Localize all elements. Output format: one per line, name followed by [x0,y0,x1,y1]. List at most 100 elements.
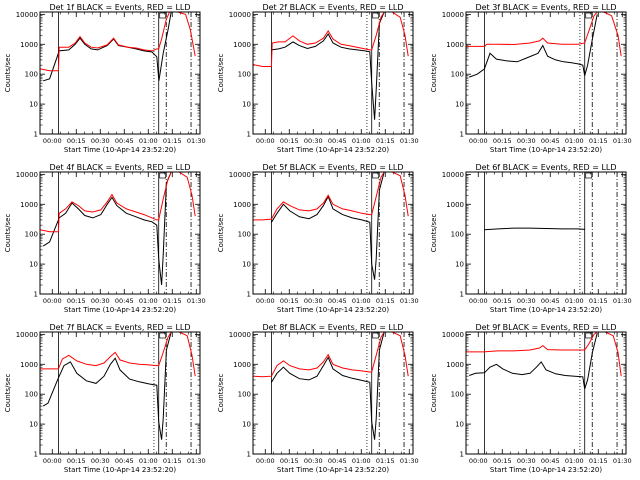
saa-marker-box [159,172,167,179]
x-tick-label: 01:15 [589,297,608,305]
x-tick-label: 00:45 [328,297,347,305]
y-axis-label: Counts/sec [217,214,225,253]
y-tick-label: 100 [238,391,251,399]
x-tick-label: 00:30 [304,297,323,305]
y-tick-label: 1 [34,451,38,459]
x-tick-label: 00:15 [493,137,512,145]
x-axis-label: Start Time (10-Apr-14 23:52:20) [490,306,602,314]
y-tick-label: 10 [29,421,38,429]
events-line [469,332,598,390]
panel-title: Det 2f BLACK = Events, RED = LLD [262,3,403,12]
panel-title: Det 7f BLACK = Events, RED = LLD [49,323,190,332]
y-tick-label: 1000 [20,201,38,209]
x-axis-label: Start Time (10-Apr-14 23:52:20) [64,306,176,314]
x-tick-label: 00:00 [43,457,62,465]
panel-data [253,332,409,440]
y-tick-label: 1000 [446,41,464,49]
x-tick-label: 00:30 [517,137,536,145]
x-tick-label: 01:15 [163,457,182,465]
x-tick-label: 00:15 [493,297,512,305]
y-axis-label: Counts/sec [430,54,438,93]
x-tick-label: 00:00 [43,297,62,305]
x-tick-label: 00:00 [256,457,275,465]
y-tick-label: 10 [242,101,251,109]
detector-panel-9: Det 9f BLACK = Events, RED = LLD 1 10 100 10… [430,323,632,474]
y-tick-label: 1 [460,291,464,299]
x-tick-label: 01:30 [400,457,419,465]
panel-title: Det 1f BLACK = Events, RED = LLD [49,3,190,12]
x-tick-label: 00:30 [91,137,110,145]
y-axis-label: Counts/sec [430,214,438,253]
panel-frame [465,11,627,135]
events-line [270,332,385,440]
x-tick-label: 01:00 [139,297,158,305]
y-axis-label: Counts/sec [4,214,12,253]
panel-title: Det 3f BLACK = Events, RED = LLD [475,3,616,12]
y-tick-label: 1000 [233,361,251,369]
saa-marker-box [585,332,593,339]
detector-panel-1: Det 1f BLACK = Events, RED = LLD 1 10 100 10… [4,3,206,154]
x-tick-label: 01:15 [589,457,608,465]
x-tick-label: 00:15 [280,457,299,465]
x-tick-label: 00:15 [67,297,86,305]
x-tick-label: 00:30 [304,137,323,145]
y-tick-label: 10 [455,261,464,269]
x-tick-label: 01:00 [565,137,584,145]
panel-data [40,172,196,286]
x-tick-label: 01:30 [400,297,419,305]
x-tick-label: 00:00 [43,137,62,145]
panel-frame [252,171,414,295]
y-tick-label: 100 [238,231,251,239]
detector-panel-4: Det 4f BLACK = Events, RED = LLD 1 10 100 10… [4,163,206,314]
y-tick-label: 1 [460,131,464,139]
y-tick-label: 100 [25,231,38,239]
panel-data [484,227,585,231]
x-tick-label: 00:15 [67,137,86,145]
lld-line [466,12,622,57]
lld-line [253,12,409,67]
saa-marker-box [159,12,167,19]
x-tick-label: 00:45 [541,457,560,465]
saa-marker-box [585,172,593,179]
x-tick-label: 01:30 [187,297,206,305]
x-axis-label: Start Time (10-Apr-14 23:52:20) [64,466,176,474]
x-tick-label: 01:30 [613,457,632,465]
x-tick-label: 01:15 [376,297,395,305]
x-tick-label: 01:00 [352,457,371,465]
y-tick-label: 1 [34,131,38,139]
y-tick-label: 100 [25,71,38,79]
y-tick-label: 10000 [16,11,38,19]
y-tick-label: 1 [460,451,464,459]
x-tick-label: 00:15 [280,137,299,145]
y-tick-label: 10000 [16,171,38,179]
x-tick-label: 00:00 [469,297,488,305]
lld-line [253,332,409,378]
x-tick-label: 01:15 [163,297,182,305]
y-tick-label: 10 [242,261,251,269]
y-tick-label: 1000 [233,201,251,209]
x-tick-label: 00:15 [67,457,86,465]
y-tick-label: 10000 [16,331,38,339]
panel-title: Det 6f BLACK = Events, RED = LLD [475,163,616,172]
events-line [270,172,385,280]
y-tick-label: 1000 [20,41,38,49]
x-tick-label: 01:00 [565,297,584,305]
panel-title: Det 4f BLACK = Events, RED = LLD [49,163,190,172]
panel-data [40,12,196,82]
panel-frame [252,331,414,455]
saa-marker-box [372,12,380,19]
x-tick-label: 00:45 [115,297,134,305]
y-tick-label: 10 [455,101,464,109]
x-tick-label: 00:00 [469,137,488,145]
lld-line [466,332,622,377]
y-tick-label: 10 [29,261,38,269]
x-tick-label: 01:00 [139,457,158,465]
detector-panel-7: Det 7f BLACK = Events, RED = LLD 1 10 100 10… [4,323,206,474]
y-axis-label: Counts/sec [4,374,12,413]
y-tick-label: 100 [451,391,464,399]
y-tick-label: 100 [25,391,38,399]
panel-data [466,12,622,78]
saa-marker-box [585,12,593,19]
y-tick-label: 10000 [442,331,464,339]
